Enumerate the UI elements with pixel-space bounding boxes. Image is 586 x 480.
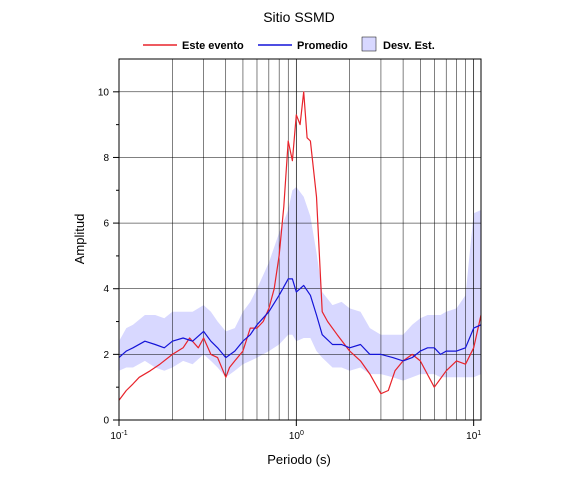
series-layer — [119, 91, 481, 401]
series-line-este-evento — [119, 91, 481, 401]
x-tick-label: 100 — [289, 430, 304, 442]
legend: Este evento Promedio Desv. Est. — [143, 36, 435, 52]
tick-layer: 0 2 4 6 8 10 10-1 100 101 — [98, 87, 481, 442]
x-axis-label: Periodo (s) — [267, 452, 331, 467]
series-line-promedio — [119, 278, 481, 362]
legend-label-este-evento: Este evento — [182, 40, 244, 52]
std-dev-band — [119, 187, 481, 381]
y-tick-label: 6 — [103, 219, 109, 230]
x-tick-label: 101 — [466, 430, 481, 442]
y-tick-label: 0 — [103, 416, 109, 427]
chart-title: Sitio SSMD — [263, 9, 335, 25]
y-tick-label: 10 — [98, 87, 110, 98]
plot-frame — [118, 58, 482, 421]
y-tick-label: 2 — [103, 350, 109, 361]
y-tick-label: 8 — [103, 153, 109, 164]
x-tick-label: 10-1 — [110, 430, 127, 442]
y-axis-label: Amplitud — [72, 214, 87, 265]
legend-label-promedio: Promedio — [297, 40, 348, 52]
y-tick-label: 4 — [103, 284, 109, 295]
legend-label-desv-est: Desv. Est. — [383, 40, 435, 52]
band-layer — [119, 187, 481, 381]
legend-swatch-desv-est — [361, 36, 377, 52]
